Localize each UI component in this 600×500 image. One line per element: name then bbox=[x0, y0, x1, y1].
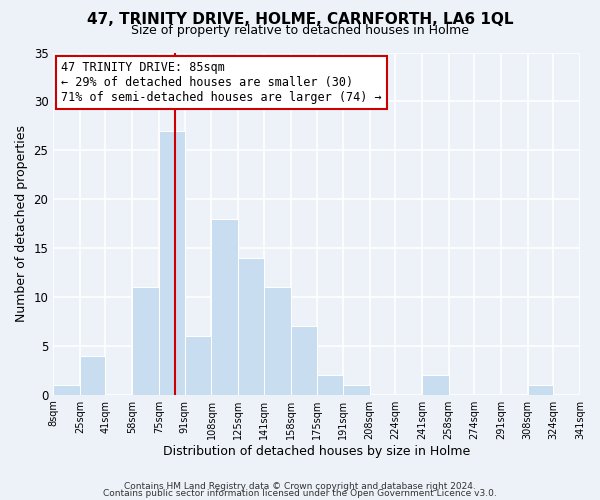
Bar bbox=[211, 218, 238, 394]
Bar bbox=[185, 336, 211, 394]
Bar bbox=[80, 356, 106, 395]
Bar bbox=[263, 287, 290, 395]
Bar bbox=[133, 287, 159, 395]
Bar bbox=[53, 385, 80, 394]
Text: Size of property relative to detached houses in Holme: Size of property relative to detached ho… bbox=[131, 24, 469, 37]
Text: 47, TRINITY DRIVE, HOLME, CARNFORTH, LA6 1QL: 47, TRINITY DRIVE, HOLME, CARNFORTH, LA6… bbox=[87, 12, 513, 28]
Bar bbox=[238, 258, 263, 394]
Text: Contains HM Land Registry data © Crown copyright and database right 2024.: Contains HM Land Registry data © Crown c… bbox=[124, 482, 476, 491]
Text: Contains public sector information licensed under the Open Government Licence v3: Contains public sector information licen… bbox=[103, 489, 497, 498]
Y-axis label: Number of detached properties: Number of detached properties bbox=[15, 125, 28, 322]
Bar bbox=[343, 385, 370, 394]
Bar bbox=[290, 326, 317, 394]
X-axis label: Distribution of detached houses by size in Holme: Distribution of detached houses by size … bbox=[163, 444, 470, 458]
Bar bbox=[159, 130, 185, 394]
Bar bbox=[528, 385, 553, 394]
Bar bbox=[317, 375, 343, 394]
Bar bbox=[422, 375, 449, 394]
Text: 47 TRINITY DRIVE: 85sqm
← 29% of detached houses are smaller (30)
71% of semi-de: 47 TRINITY DRIVE: 85sqm ← 29% of detache… bbox=[61, 61, 382, 104]
